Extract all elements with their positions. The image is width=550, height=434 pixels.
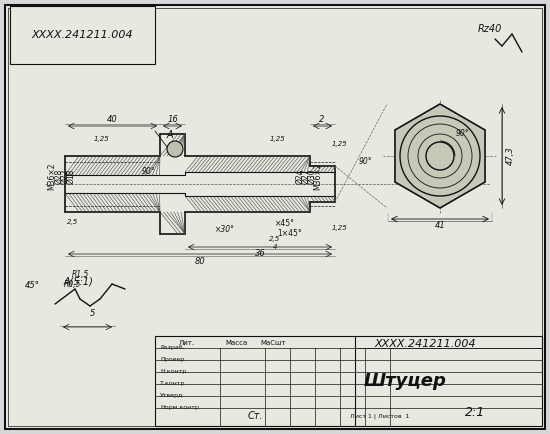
- Text: 90°: 90°: [358, 158, 372, 167]
- Text: 40: 40: [107, 115, 118, 124]
- Text: 80: 80: [195, 257, 205, 266]
- Text: A(5:1): A(5:1): [63, 277, 93, 287]
- Text: M36×2: M36×2: [47, 162, 56, 190]
- Text: Утверд.: Утверд.: [160, 394, 185, 398]
- Text: МаСшт: МаСшт: [260, 340, 286, 346]
- Text: XXXX.241211.004: XXXX.241211.004: [374, 339, 476, 349]
- Text: 1,25: 1,25: [270, 136, 286, 142]
- Text: XXXX.241211.004: XXXX.241211.004: [31, 30, 133, 40]
- Text: Масса: Масса: [226, 340, 248, 346]
- Bar: [10, 6, 155, 64]
- Text: 36: 36: [255, 250, 265, 259]
- Text: Лист 1 | Листов  1: Лист 1 | Листов 1: [350, 413, 410, 419]
- Text: A: A: [167, 130, 173, 140]
- Text: Штуцер: Штуцер: [364, 372, 447, 390]
- Text: Ø27: Ø27: [301, 168, 310, 184]
- Text: Ø24: Ø24: [295, 168, 304, 184]
- Text: 90°: 90°: [141, 168, 155, 177]
- Text: 1,25: 1,25: [332, 225, 348, 231]
- Text: 16: 16: [167, 115, 178, 124]
- Text: 90°: 90°: [455, 129, 469, 138]
- Text: Т.контр.: Т.контр.: [160, 381, 188, 387]
- Text: 1,25: 1,25: [332, 141, 348, 147]
- Text: R0,5: R0,5: [63, 279, 81, 289]
- Bar: [155, 336, 542, 426]
- Text: Ø18: Ø18: [66, 168, 75, 184]
- Text: ×45°: ×45°: [275, 220, 295, 228]
- Text: ×30°: ×30°: [215, 224, 235, 233]
- Text: Rz40: Rz40: [478, 24, 502, 34]
- Text: Ст.: Ст.: [248, 411, 263, 421]
- Text: Норм.контр.: Норм.контр.: [160, 405, 201, 411]
- Circle shape: [167, 141, 183, 157]
- Text: Н.контр.: Н.контр.: [160, 369, 188, 375]
- Text: Разраб.: Разраб.: [160, 345, 185, 351]
- Text: 2,5: 2,5: [67, 219, 79, 225]
- Text: Ø30: Ø30: [307, 168, 316, 184]
- Text: Провер.: Провер.: [160, 358, 186, 362]
- Text: 2:1: 2:1: [465, 405, 485, 418]
- Text: 47,3: 47,3: [505, 147, 514, 165]
- Text: M36×2: M36×2: [313, 162, 322, 190]
- Text: R1,5: R1,5: [72, 270, 89, 279]
- Text: 4: 4: [273, 244, 277, 250]
- Text: Ø22: Ø22: [60, 168, 69, 184]
- Text: 1,25: 1,25: [94, 136, 110, 142]
- Text: Ø28: Ø28: [54, 168, 63, 184]
- Text: 2,5: 2,5: [270, 236, 280, 242]
- Text: 1×45°: 1×45°: [278, 230, 302, 239]
- Text: Лит.: Лит.: [179, 340, 195, 346]
- Text: 5: 5: [90, 309, 96, 319]
- Text: 45°: 45°: [25, 282, 40, 290]
- Polygon shape: [395, 104, 485, 208]
- Text: 41: 41: [434, 221, 446, 230]
- Text: 2: 2: [320, 115, 324, 124]
